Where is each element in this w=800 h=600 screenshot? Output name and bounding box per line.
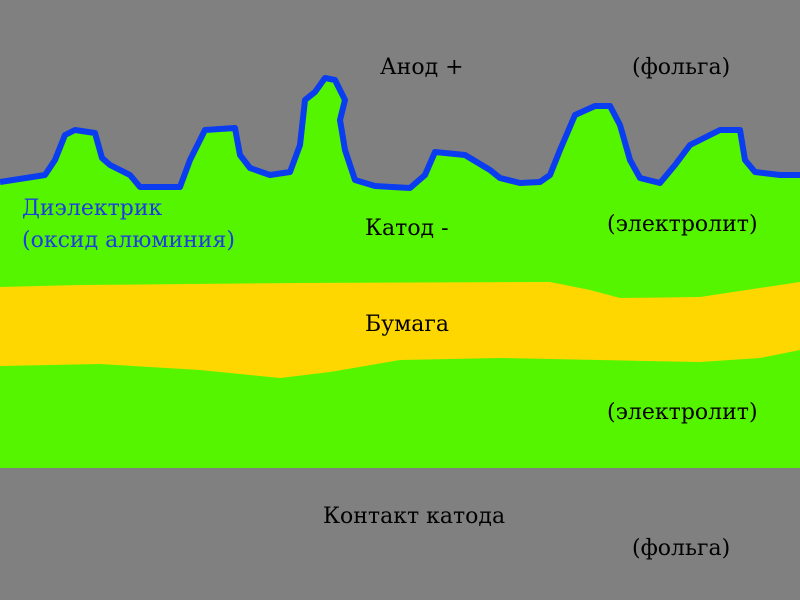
label: (фольга) (632, 536, 730, 561)
label: (электролит) (607, 212, 758, 237)
label: Анод + (380, 55, 464, 80)
electrolyte (0, 78, 800, 468)
dielectric-line (0, 75, 800, 191)
label: Бумага (365, 312, 449, 337)
paper-layer (0, 282, 800, 378)
label: Катод - (365, 216, 449, 241)
label: (оксид алюминия) (22, 228, 235, 253)
label: Диэлектрик (22, 196, 163, 221)
label: (фольга) (632, 55, 730, 80)
label: (электролит) (607, 400, 758, 425)
label: Контакт катода (323, 504, 505, 529)
